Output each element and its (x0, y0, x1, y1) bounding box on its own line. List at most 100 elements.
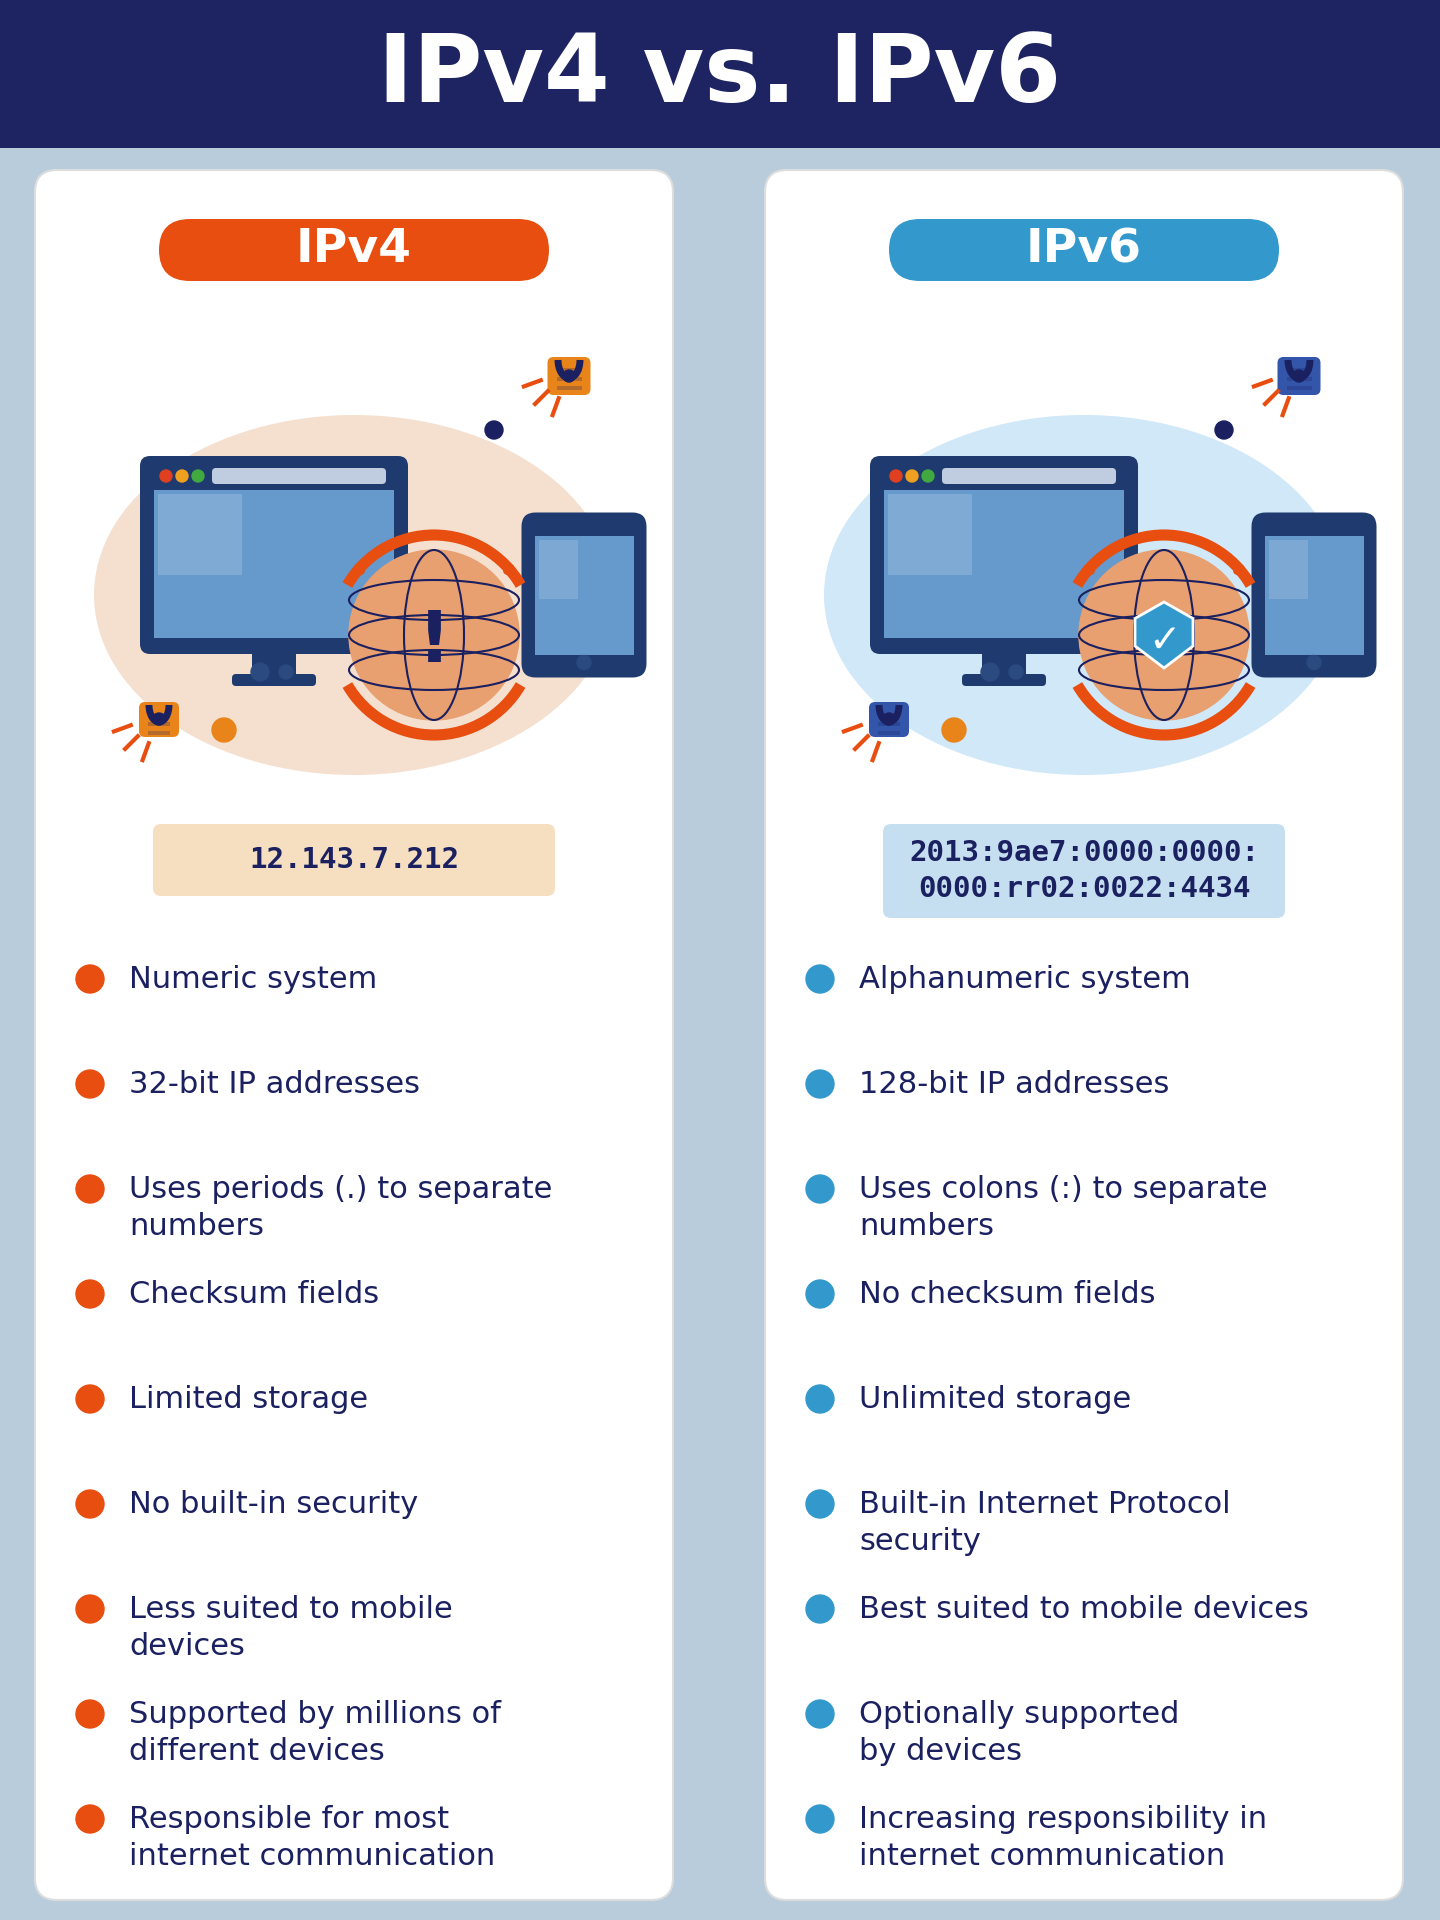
FancyBboxPatch shape (35, 171, 672, 1901)
Circle shape (212, 718, 236, 741)
Text: Optionally supported
by devices: Optionally supported by devices (860, 1699, 1179, 1766)
FancyBboxPatch shape (868, 703, 909, 737)
FancyBboxPatch shape (982, 651, 1025, 676)
Circle shape (806, 1699, 834, 1728)
FancyBboxPatch shape (878, 732, 900, 735)
Text: IPv4: IPv4 (297, 227, 412, 273)
FancyBboxPatch shape (1251, 513, 1377, 678)
Text: 2013:9ae7:0000:0000:
0000:rr02:0022:4434: 2013:9ae7:0000:0000: 0000:rr02:0022:4434 (909, 839, 1259, 904)
Text: Best suited to mobile devices: Best suited to mobile devices (860, 1596, 1309, 1624)
Circle shape (942, 718, 966, 741)
FancyBboxPatch shape (1277, 357, 1320, 396)
Circle shape (192, 470, 204, 482)
Text: Built-in Internet Protocol
security: Built-in Internet Protocol security (860, 1490, 1231, 1555)
FancyBboxPatch shape (534, 536, 634, 655)
Circle shape (906, 470, 919, 482)
Text: Checksum fields: Checksum fields (130, 1281, 379, 1309)
Circle shape (883, 712, 896, 726)
FancyBboxPatch shape (878, 712, 900, 716)
Text: IPv4 vs. IPv6: IPv4 vs. IPv6 (379, 31, 1061, 123)
Circle shape (577, 655, 590, 670)
Ellipse shape (94, 415, 613, 776)
Text: 12.143.7.212: 12.143.7.212 (249, 847, 459, 874)
Circle shape (76, 966, 104, 993)
Text: Numeric system: Numeric system (130, 966, 377, 995)
Circle shape (1293, 371, 1305, 382)
FancyBboxPatch shape (148, 732, 170, 735)
Circle shape (251, 662, 269, 682)
FancyBboxPatch shape (888, 493, 972, 576)
FancyBboxPatch shape (140, 703, 179, 737)
FancyBboxPatch shape (942, 468, 1116, 484)
FancyBboxPatch shape (153, 824, 554, 897)
Text: Uses periods (.) to separate
numbers: Uses periods (.) to separate numbers (130, 1175, 553, 1240)
FancyBboxPatch shape (539, 540, 577, 599)
FancyBboxPatch shape (1286, 369, 1312, 372)
Text: Alphanumeric system: Alphanumeric system (860, 966, 1191, 995)
Circle shape (76, 1596, 104, 1622)
Text: IPv6: IPv6 (1025, 227, 1142, 273)
FancyBboxPatch shape (547, 357, 590, 396)
Circle shape (1079, 549, 1248, 720)
FancyBboxPatch shape (0, 0, 1440, 148)
Circle shape (806, 1384, 834, 1413)
FancyBboxPatch shape (212, 468, 386, 484)
Circle shape (76, 1384, 104, 1413)
Circle shape (563, 371, 575, 382)
FancyBboxPatch shape (1269, 540, 1308, 599)
Circle shape (348, 549, 518, 720)
Circle shape (806, 1490, 834, 1519)
Circle shape (806, 1596, 834, 1622)
FancyBboxPatch shape (140, 457, 408, 655)
FancyBboxPatch shape (870, 457, 1138, 655)
Circle shape (160, 470, 171, 482)
FancyBboxPatch shape (1286, 386, 1312, 390)
Circle shape (76, 1699, 104, 1728)
FancyBboxPatch shape (1286, 376, 1312, 380)
FancyBboxPatch shape (252, 651, 297, 676)
Circle shape (1215, 420, 1233, 440)
Circle shape (806, 1175, 834, 1204)
Circle shape (76, 1490, 104, 1519)
Circle shape (1009, 664, 1022, 680)
FancyBboxPatch shape (962, 674, 1045, 685)
Text: Limited storage: Limited storage (130, 1384, 369, 1413)
Circle shape (922, 470, 935, 482)
Circle shape (76, 1175, 104, 1204)
Text: No checksum fields: No checksum fields (860, 1281, 1155, 1309)
Text: Responsible for most
internet communication: Responsible for most internet communicat… (130, 1805, 495, 1872)
FancyBboxPatch shape (888, 219, 1279, 280)
Text: Supported by millions of
different devices: Supported by millions of different devic… (130, 1699, 501, 1766)
Text: Unlimited storage: Unlimited storage (860, 1384, 1132, 1413)
Circle shape (981, 662, 999, 682)
Text: No built-in security: No built-in security (130, 1490, 418, 1519)
Circle shape (806, 1281, 834, 1308)
FancyBboxPatch shape (148, 722, 170, 726)
FancyBboxPatch shape (765, 171, 1403, 1901)
Circle shape (485, 420, 503, 440)
FancyBboxPatch shape (878, 722, 900, 726)
Ellipse shape (824, 415, 1344, 776)
Circle shape (806, 1069, 834, 1098)
FancyBboxPatch shape (884, 490, 1125, 637)
FancyBboxPatch shape (521, 513, 647, 678)
Text: Uses colons (:) to separate
numbers: Uses colons (:) to separate numbers (860, 1175, 1267, 1240)
Polygon shape (1135, 603, 1192, 668)
FancyBboxPatch shape (154, 490, 395, 637)
Circle shape (806, 1805, 834, 1834)
FancyBboxPatch shape (158, 219, 549, 280)
Text: !: ! (418, 609, 451, 678)
Circle shape (806, 966, 834, 993)
Circle shape (176, 470, 189, 482)
FancyBboxPatch shape (148, 712, 170, 716)
FancyBboxPatch shape (158, 493, 242, 576)
Circle shape (153, 712, 166, 726)
Text: Increasing responsibility in
internet communication: Increasing responsibility in internet co… (860, 1805, 1267, 1872)
FancyBboxPatch shape (883, 824, 1284, 918)
FancyBboxPatch shape (556, 369, 582, 372)
FancyBboxPatch shape (556, 386, 582, 390)
Circle shape (76, 1281, 104, 1308)
Text: 32-bit IP addresses: 32-bit IP addresses (130, 1069, 420, 1098)
Text: 128-bit IP addresses: 128-bit IP addresses (860, 1069, 1169, 1098)
Circle shape (279, 664, 292, 680)
